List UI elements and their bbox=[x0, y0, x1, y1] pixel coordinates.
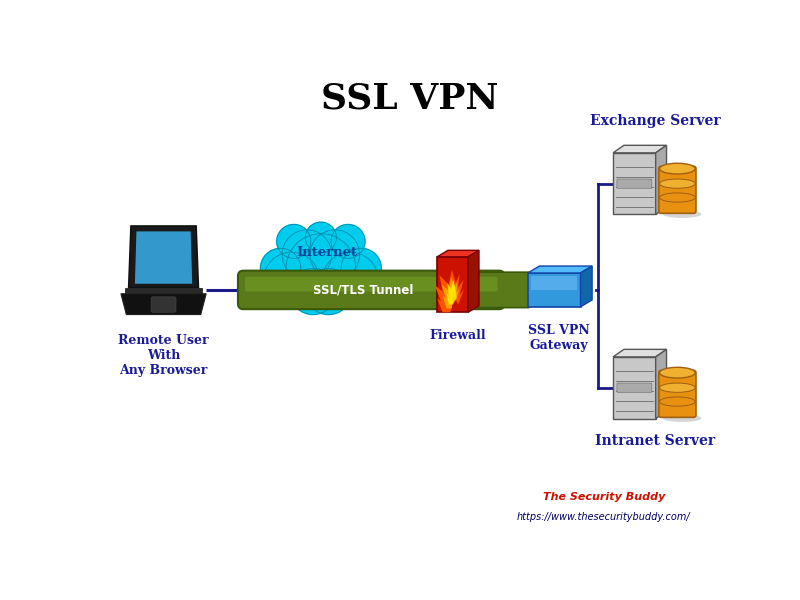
Polygon shape bbox=[468, 250, 479, 312]
Text: Exchange Server: Exchange Server bbox=[590, 115, 721, 128]
Text: Remote User
With
Any Browser: Remote User With Any Browser bbox=[118, 334, 209, 377]
Polygon shape bbox=[613, 145, 666, 153]
Circle shape bbox=[269, 271, 303, 305]
Circle shape bbox=[282, 230, 332, 279]
Polygon shape bbox=[528, 266, 592, 273]
Ellipse shape bbox=[662, 414, 702, 422]
Polygon shape bbox=[656, 145, 666, 214]
FancyBboxPatch shape bbox=[238, 271, 505, 309]
FancyBboxPatch shape bbox=[658, 370, 696, 418]
Polygon shape bbox=[613, 349, 666, 357]
FancyBboxPatch shape bbox=[151, 297, 176, 312]
Circle shape bbox=[261, 248, 301, 289]
Circle shape bbox=[263, 252, 319, 308]
Circle shape bbox=[306, 268, 352, 314]
Circle shape bbox=[310, 230, 360, 279]
Polygon shape bbox=[437, 257, 468, 312]
Polygon shape bbox=[581, 266, 592, 307]
Text: SSL VPN
Gateway: SSL VPN Gateway bbox=[528, 324, 590, 352]
Polygon shape bbox=[613, 153, 656, 214]
FancyBboxPatch shape bbox=[617, 383, 652, 392]
FancyBboxPatch shape bbox=[658, 166, 696, 213]
Circle shape bbox=[338, 271, 373, 305]
Polygon shape bbox=[528, 273, 581, 307]
Polygon shape bbox=[125, 289, 202, 294]
Ellipse shape bbox=[662, 210, 702, 218]
Circle shape bbox=[306, 222, 336, 253]
Polygon shape bbox=[135, 232, 192, 284]
Circle shape bbox=[277, 224, 310, 259]
Polygon shape bbox=[435, 270, 464, 312]
Ellipse shape bbox=[659, 383, 695, 392]
FancyBboxPatch shape bbox=[245, 277, 498, 292]
Circle shape bbox=[341, 248, 382, 289]
Polygon shape bbox=[437, 250, 479, 257]
Ellipse shape bbox=[659, 163, 695, 174]
Circle shape bbox=[286, 233, 356, 303]
Ellipse shape bbox=[659, 193, 695, 202]
Text: Internet: Internet bbox=[297, 247, 358, 259]
Text: The Security Buddy: The Security Buddy bbox=[542, 492, 665, 502]
Text: Firewall: Firewall bbox=[429, 329, 486, 342]
Ellipse shape bbox=[659, 397, 695, 406]
Polygon shape bbox=[446, 280, 457, 305]
Polygon shape bbox=[121, 294, 206, 314]
Polygon shape bbox=[261, 265, 382, 290]
FancyBboxPatch shape bbox=[617, 179, 652, 188]
Polygon shape bbox=[531, 276, 578, 290]
Polygon shape bbox=[442, 277, 459, 308]
Text: SSL/TLS Tunnel: SSL/TLS Tunnel bbox=[314, 283, 414, 296]
Polygon shape bbox=[613, 357, 656, 419]
Text: Intranet Server: Intranet Server bbox=[595, 434, 715, 448]
FancyBboxPatch shape bbox=[464, 272, 532, 308]
Polygon shape bbox=[656, 349, 666, 419]
Circle shape bbox=[331, 224, 365, 259]
Circle shape bbox=[322, 252, 378, 308]
Circle shape bbox=[290, 268, 336, 314]
Ellipse shape bbox=[659, 179, 695, 188]
Text: https://www.thesecuritybuddy.com/: https://www.thesecuritybuddy.com/ bbox=[517, 512, 690, 522]
Text: SSL VPN: SSL VPN bbox=[322, 82, 498, 116]
Ellipse shape bbox=[659, 367, 695, 378]
Polygon shape bbox=[129, 226, 198, 287]
